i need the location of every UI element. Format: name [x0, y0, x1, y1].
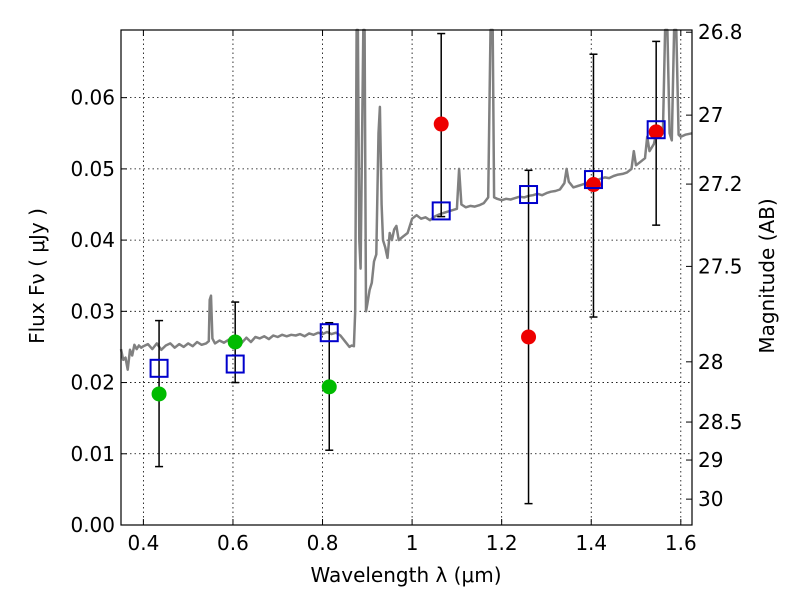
right-axis-label: Magnitude (AB): [755, 198, 779, 353]
x-tick-label: 0.4: [127, 531, 159, 555]
model-band-square: [431, 201, 451, 221]
y-axis-label: Flux Fν ( μJy ): [25, 208, 49, 344]
detection-point: [321, 379, 337, 395]
plot-frame: [120, 29, 693, 526]
x-tick-label: 1.2: [486, 531, 518, 555]
detection-point: [227, 334, 243, 350]
x-axis-ticks: 0.4 0.6 0.8 1 1.2 1.4 1.6: [127, 30, 697, 555]
y-tick-label: 0.00: [70, 513, 115, 537]
y-axis-ticks: 0.00 0.01 0.02 0.03 0.04 0.05 0.06: [70, 86, 127, 537]
x-tick-label: 1.6: [665, 531, 697, 555]
y-tick-label: 0.05: [70, 157, 115, 181]
right-tick-label: 27.2: [698, 172, 743, 196]
x-tick-label: 1.4: [575, 531, 607, 555]
data-markers: [149, 116, 666, 402]
right-tick-label: 29: [698, 448, 723, 472]
y-tick-label: 0.03: [70, 299, 115, 323]
error-bars: [155, 32, 661, 505]
y-tick-label: 0.02: [70, 371, 115, 395]
right-tick-label: 28.5: [698, 410, 743, 434]
y-tick-label: 0.06: [70, 86, 115, 110]
detection-point: [521, 329, 537, 345]
x-tick-label: 0.6: [217, 531, 249, 555]
x-axis-label: Wavelength λ (μm): [310, 563, 501, 587]
detection-point: [648, 124, 664, 140]
x-tick-label: 0.8: [307, 531, 339, 555]
model-band-square: [646, 120, 666, 140]
model-band-square: [319, 323, 339, 343]
x-tick-label: 1: [406, 531, 419, 555]
model-spectrum-line: [119, 28, 693, 371]
detection-point: [151, 386, 167, 402]
model-band-square: [225, 354, 245, 374]
model-band-square: [519, 185, 539, 205]
y-tick-label: 0.01: [70, 442, 115, 466]
right-tick-label: 30: [698, 487, 723, 511]
right-tick-label: 27.5: [698, 254, 743, 278]
model-band-square: [583, 170, 603, 190]
model-band-square: [149, 358, 169, 378]
detection-point: [585, 177, 601, 193]
detection-point: [433, 116, 449, 132]
right-tick-label: 27: [698, 103, 723, 127]
right-tick-label: 28: [698, 350, 723, 374]
grid-lines: [121, 30, 692, 526]
right-axis-ticks: 26.8 27 27.2 27.5 28 28.5 29 30: [686, 20, 743, 511]
right-tick-label: 26.8: [698, 20, 743, 44]
y-tick-label: 0.04: [70, 228, 115, 252]
